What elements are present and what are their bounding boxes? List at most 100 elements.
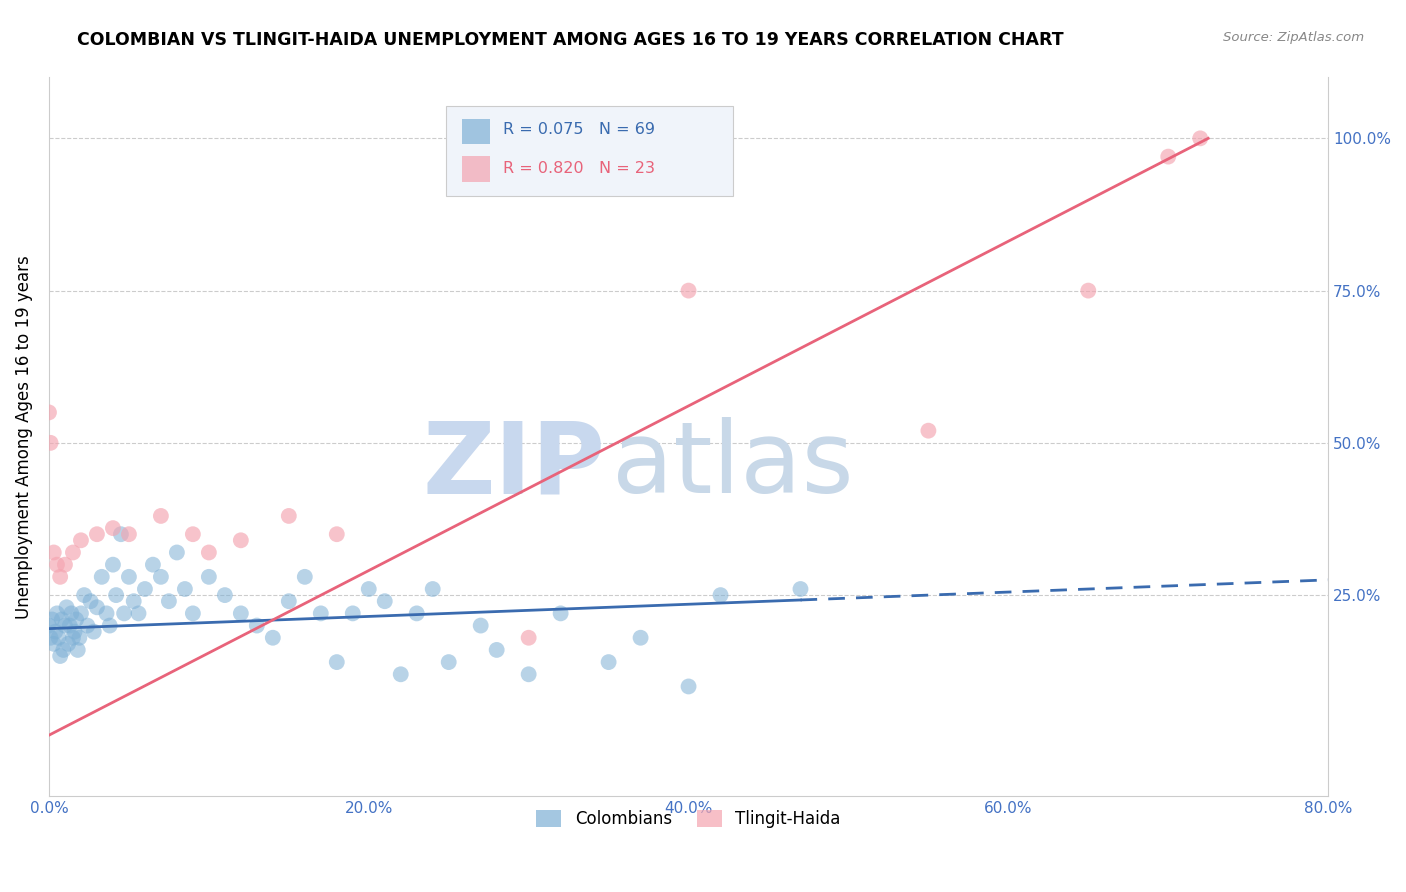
Point [101,558,124,572]
Point [550,607,572,621]
Point [83,624,105,639]
Point [1077,284,1099,298]
Point [485,643,508,657]
Text: ZIP: ZIP [423,417,606,514]
Point [229,607,252,621]
Point [277,508,299,523]
Point [46,607,69,621]
Point [357,582,380,596]
Point [52,643,75,657]
Point [86,600,108,615]
Point [73,588,96,602]
Point [62,631,84,645]
Point [41,612,63,626]
Point [59,618,82,632]
Point [70,533,93,548]
Point [42,637,65,651]
Point [105,588,128,602]
Point [53,618,76,632]
Point [198,570,221,584]
Point [678,680,700,694]
Point [326,527,349,541]
Point [405,607,427,621]
Legend: Colombians, Tlingit-Haida: Colombians, Tlingit-Haida [530,803,848,835]
Point [389,667,412,681]
Point [294,570,316,584]
Text: COLOMBIAN VS TLINGIT-HAIDA UNEMPLOYMENT AMONG AGES 16 TO 19 YEARS CORRELATION CH: COLOMBIAN VS TLINGIT-HAIDA UNEMPLOYMENT … [77,31,1064,49]
Point [789,582,811,596]
Point [70,607,93,621]
Point [76,618,98,632]
Point [678,284,700,298]
Point [79,594,101,608]
Point [309,607,332,621]
Point [173,582,195,596]
Point [110,527,132,541]
Point [229,533,252,548]
FancyBboxPatch shape [446,106,734,196]
Text: R = 0.075   N = 69: R = 0.075 N = 69 [503,122,655,137]
Point [214,588,236,602]
Point [55,600,77,615]
Text: Source: ZipAtlas.com: Source: ZipAtlas.com [1223,31,1364,45]
Text: R = 0.820   N = 23: R = 0.820 N = 23 [503,161,655,177]
Point [166,545,188,559]
Y-axis label: Unemployment Among Ages 16 to 19 years: Unemployment Among Ages 16 to 19 years [15,255,32,619]
Point [598,655,620,669]
Text: atlas: atlas [612,417,853,514]
Point [112,607,135,621]
Point [181,607,204,621]
Point [39,631,62,645]
Point [66,643,89,657]
Point [142,558,165,572]
Point [38,405,60,419]
Point [709,588,731,602]
Point [198,545,221,559]
Point [437,655,460,669]
Point [374,594,396,608]
Point [51,612,73,626]
Point [470,618,492,632]
Point [60,607,83,621]
Point [917,424,939,438]
Point [86,527,108,541]
Point [49,648,72,663]
Point [67,631,90,645]
Point [149,508,172,523]
Point [96,607,118,621]
Point [181,527,204,541]
Point [63,624,86,639]
Point [630,631,652,645]
Point [149,570,172,584]
Point [65,612,87,626]
Point [44,624,66,639]
Point [48,631,70,645]
Point [118,570,141,584]
Point [1157,150,1180,164]
Point [326,655,349,669]
Point [90,570,112,584]
FancyBboxPatch shape [463,156,491,182]
Point [246,618,269,632]
Point [342,607,364,621]
Point [49,570,72,584]
Point [42,545,65,559]
Point [517,631,540,645]
Point [128,607,150,621]
Point [1189,131,1212,145]
Point [277,594,299,608]
Point [53,558,76,572]
Point [101,521,124,535]
Point [262,631,284,645]
Point [62,545,84,559]
Point [134,582,156,596]
Point [56,637,79,651]
Point [517,667,540,681]
Point [39,435,62,450]
Point [98,618,121,632]
FancyBboxPatch shape [463,120,491,145]
Point [46,558,69,572]
Point [118,527,141,541]
Point [38,618,60,632]
Point [157,594,180,608]
